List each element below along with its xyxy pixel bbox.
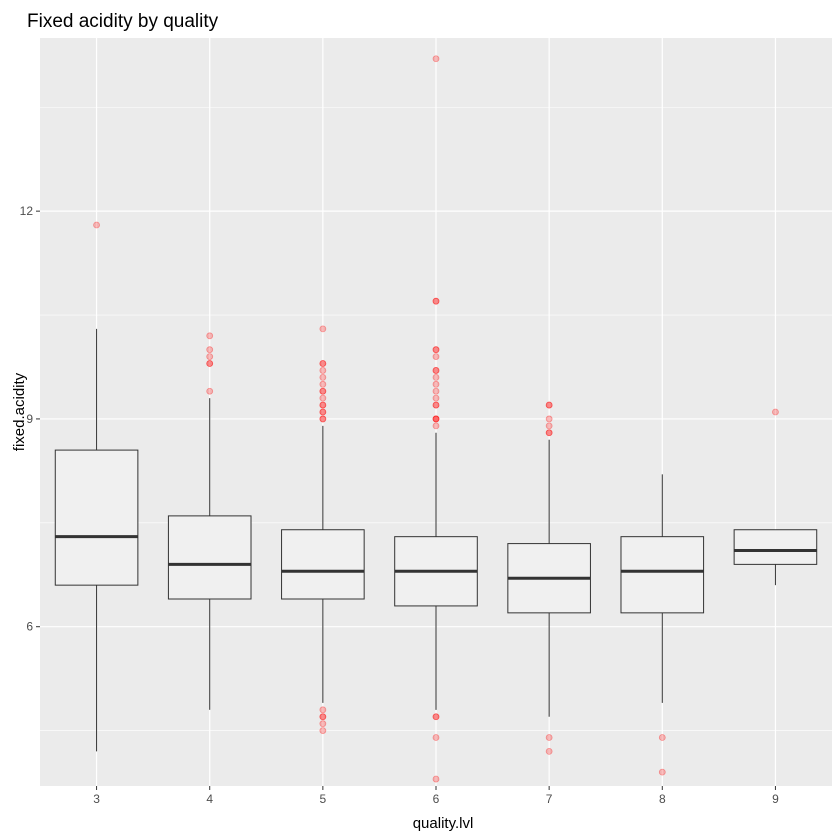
outlier-point [319, 373, 327, 381]
outlier-point [432, 353, 440, 360]
outlier-point [319, 727, 327, 734]
x-tick-label: 5 [320, 792, 327, 806]
outlier-point [319, 415, 327, 423]
outlier-point [319, 706, 327, 714]
outlier-point [319, 401, 327, 409]
outlier-point [319, 325, 327, 333]
x-tick-label: 4 [206, 792, 213, 806]
outlier-point [319, 387, 327, 395]
outlier-point [319, 713, 327, 721]
outlier-point [432, 734, 440, 741]
box-9 [733, 529, 818, 586]
outlier-point [432, 367, 440, 374]
outlier-point [319, 387, 327, 395]
outlier-point [658, 734, 666, 741]
iqr-box [620, 536, 705, 614]
x-tick-label: 7 [546, 792, 553, 806]
outlier-point [206, 360, 214, 367]
outlier-point [432, 415, 440, 423]
outlier-point [432, 55, 440, 63]
outlier-point [206, 346, 214, 354]
outlier-point [319, 415, 327, 423]
iqr-box [54, 449, 139, 586]
outlier-point [545, 422, 553, 430]
box-4 [167, 398, 252, 710]
outlier-point [319, 713, 327, 721]
box-6 [394, 432, 478, 710]
box-5 [281, 425, 365, 703]
x-axis-title: quality.lvl [413, 815, 474, 832]
outlier-point [432, 415, 440, 423]
x-tick-label: 8 [659, 792, 666, 806]
outlier-point [545, 734, 553, 741]
outlier-point [545, 747, 553, 755]
outlier-point [432, 775, 440, 783]
outlier-point [206, 360, 214, 367]
outlier-point [545, 429, 553, 437]
outlier-point [432, 367, 440, 374]
outlier-point [319, 367, 327, 374]
axes: 6 9 12 3 4 5 6 7 8 9 [20, 204, 779, 806]
outlier-point [432, 401, 440, 409]
outlier-point [319, 360, 327, 367]
iqr-box [281, 529, 365, 600]
outlier-point [432, 415, 440, 423]
y-axis-title: fixed.acidity [11, 372, 28, 451]
outlier-point [432, 713, 440, 721]
outlier-point [432, 297, 440, 305]
outlier-point [432, 346, 440, 354]
iqr-box [167, 515, 252, 600]
outlier-point [545, 401, 553, 409]
outlier-point [319, 408, 327, 416]
outlier-point [319, 394, 327, 402]
outlier-point [658, 768, 666, 776]
outlier-point [432, 373, 440, 381]
y-tick-label: 6 [26, 620, 33, 634]
outlier-point [432, 422, 440, 430]
outlier-point [206, 353, 214, 360]
outlier-point [432, 297, 440, 305]
outlier-point [432, 387, 440, 395]
x-tick-label: 9 [772, 792, 779, 806]
y-tick-label: 12 [20, 204, 34, 218]
x-tick-label: 3 [93, 792, 100, 806]
iqr-box [733, 529, 818, 565]
outlier-point [545, 415, 553, 423]
outlier-point [432, 346, 440, 354]
outlier-points [93, 55, 779, 783]
outlier-point [319, 408, 327, 416]
box-8 [620, 474, 705, 703]
outlier-point [432, 401, 440, 409]
box-7 [507, 439, 591, 717]
outlier-point [319, 380, 327, 388]
outlier-point [206, 332, 214, 340]
y-tick-label: 9 [26, 412, 33, 426]
outlier-point [545, 429, 553, 437]
box-series [54, 328, 818, 752]
outlier-point [432, 394, 440, 402]
outlier-point [319, 360, 327, 367]
outlier-point [432, 713, 440, 721]
outlier-point [772, 408, 779, 416]
box-3 [54, 328, 139, 752]
outlier-point [206, 387, 214, 395]
outlier-point [545, 401, 553, 409]
outlier-point [432, 380, 440, 388]
outlier-point [319, 401, 327, 409]
outlier-point [93, 221, 100, 229]
chart-title: Fixed acidity by quality [27, 11, 219, 32]
x-tick-label: 6 [433, 792, 440, 806]
outlier-point [319, 720, 327, 728]
